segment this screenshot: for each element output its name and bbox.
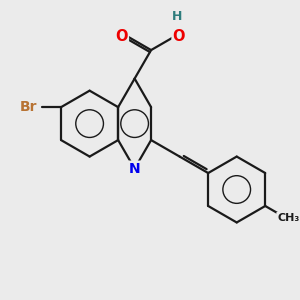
Text: CH₃: CH₃ <box>277 213 299 223</box>
Text: O: O <box>172 28 185 44</box>
Text: Br: Br <box>20 100 38 114</box>
Text: N: N <box>129 162 140 176</box>
Text: H: H <box>172 10 182 23</box>
Text: O: O <box>116 28 128 44</box>
